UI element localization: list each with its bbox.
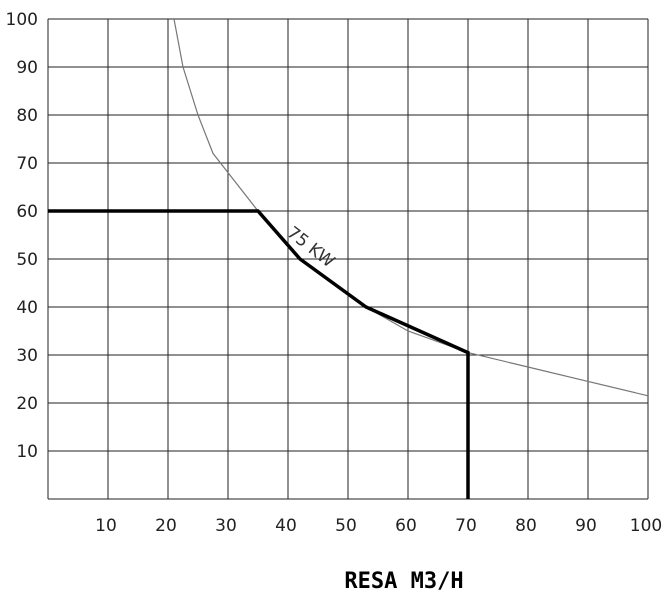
- y-tick-label: 20: [16, 394, 38, 414]
- x-tick-label: 90: [575, 516, 597, 536]
- y-tick-label: 40: [16, 298, 38, 318]
- x-axis-label: RESA M3/H: [344, 569, 463, 594]
- x-tick-label: 70: [455, 516, 477, 536]
- x-tick-label: 80: [515, 516, 537, 536]
- x-tick-label: 20: [155, 516, 177, 536]
- x-tick-label: 60: [395, 516, 417, 536]
- y-tick-label: 100: [6, 10, 38, 30]
- y-tick-label: 70: [16, 154, 38, 174]
- y-tick-labels: 10 20 30 40 50 60 70 80 90 100: [6, 10, 38, 462]
- y-tick-label: 50: [16, 250, 38, 270]
- y-tick-label: 80: [16, 106, 38, 126]
- x-tick-label: 10: [95, 516, 117, 536]
- x-tick-label: 100: [630, 516, 662, 536]
- y-tick-label: 30: [16, 346, 38, 366]
- grid: [47, 18, 649, 500]
- x-tick-label: 30: [215, 516, 237, 536]
- series-line-bold: [48, 209, 470, 499]
- series-curve-thin: [173, 18, 649, 397]
- x-tick-label: 40: [275, 516, 297, 536]
- y-tick-label: 60: [16, 202, 38, 222]
- x-tick-labels: 10 20 30 40 50 60 70 80 90 100: [95, 516, 662, 536]
- x-tick-label: 50: [335, 516, 357, 536]
- series-layer: [48, 18, 649, 499]
- y-tick-label: 10: [16, 442, 38, 462]
- y-tick-label: 90: [16, 58, 38, 78]
